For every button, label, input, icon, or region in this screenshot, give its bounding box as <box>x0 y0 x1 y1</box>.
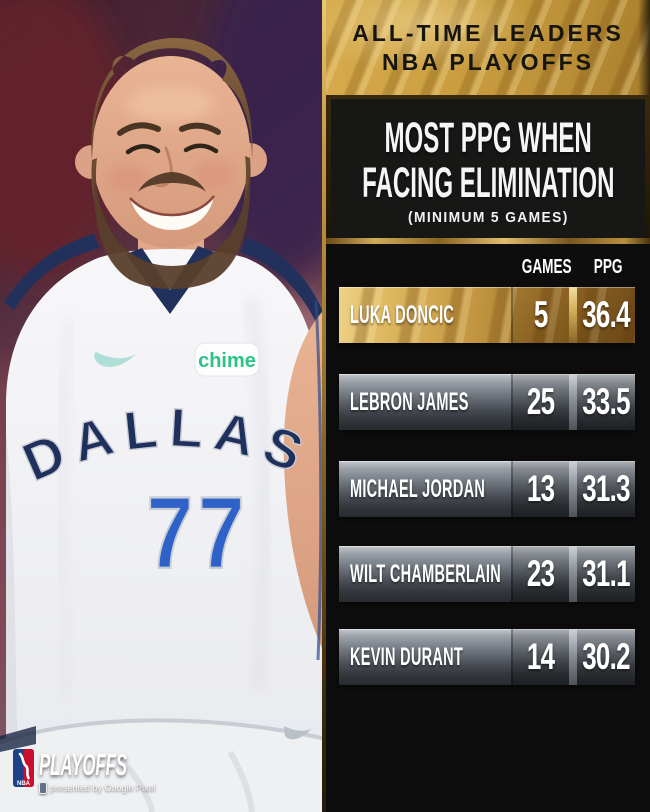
cell-separator <box>569 287 577 343</box>
eye-left <box>125 144 161 155</box>
title-qualifier: (MINIMUM 5 GAMES) <box>407 208 569 226</box>
column-header-ppg: PPG <box>593 256 623 278</box>
header-gold-band: ALL-TIME LEADERS NBA PLAYOFFS <box>326 0 650 95</box>
cell-separator <box>569 629 577 685</box>
jersey-number: 77 <box>147 476 250 590</box>
header-line-2: NBA PLAYOFFS <box>382 48 594 75</box>
header-line-1: ALL-TIME LEADERS <box>352 19 624 46</box>
gold-divider <box>326 238 650 244</box>
jersey-armhole-trim-left <box>4 234 100 310</box>
cell-separator <box>569 546 577 602</box>
teeth <box>130 196 214 230</box>
presented-by-text: presented by Google Pixel <box>50 783 156 793</box>
beard <box>93 166 251 289</box>
player-name-cell: LEBRON JAMES <box>350 387 469 416</box>
table-row-luka-doncic: LUKA DONCIC 5 36.4 <box>339 287 635 343</box>
jersey-piping <box>314 299 322 661</box>
eyebrow-left <box>117 122 161 136</box>
player-name-cell: MICHAEL JORDAN <box>350 474 486 503</box>
shorts-swoosh <box>284 726 312 740</box>
player-photo: chime DALLAS 77 <box>0 0 322 812</box>
title-line-1: MOST PPG WHEN <box>384 113 592 162</box>
column-header-games: GAMES <box>521 256 572 278</box>
cheek <box>108 164 148 192</box>
cell-separator <box>569 461 577 517</box>
swoosh-logo <box>94 352 136 367</box>
games-cell: 23 <box>511 546 569 602</box>
player-photo-illustration: chime DALLAS 77 <box>0 0 322 812</box>
table-row-lebron-james: LEBRON JAMES 25 33.5 <box>339 374 635 430</box>
eye-right <box>183 143 219 154</box>
sponsor-wordmark: chime <box>198 350 256 372</box>
games-cell: 25 <box>511 374 569 430</box>
games-cell: 14 <box>511 629 569 685</box>
player-name-cell: KEVIN DURANT <box>350 642 464 671</box>
mustache <box>138 172 206 192</box>
title-line-2: FACING ELIMINATION <box>361 158 615 207</box>
player-name-cell: LUKA DONCIC <box>350 300 455 329</box>
forehead-shine <box>126 86 214 122</box>
shorts-fold <box>227 750 255 812</box>
presented-by-row: presented by Google Pixel <box>39 782 202 794</box>
ppg-cell: 36.4 <box>577 287 635 343</box>
games-cell: 13 <box>511 461 569 517</box>
ppg-cell: 31.3 <box>577 461 635 517</box>
jersey-hem-shadow <box>0 726 36 752</box>
player-name-cell: WILT CHAMBERLAIN <box>350 559 501 588</box>
ppg-cell: 33.5 <box>577 374 635 430</box>
nba-logo-silhouette <box>18 752 30 780</box>
cell-separator <box>569 374 577 430</box>
cheek <box>194 160 234 188</box>
nba-logo: NBA <box>13 749 34 787</box>
stats-panel: ALL-TIME LEADERS NBA PLAYOFFS MOST PPG W… <box>326 0 650 812</box>
gold-frame-edge <box>322 0 326 812</box>
table-row-wilt-chamberlain: WILT CHAMBERLAIN 23 31.1 <box>339 546 635 602</box>
leaderboard-table: GAMES PPG LUKA DONCIC 5 36.4 LEBRON JAME… <box>326 244 650 812</box>
smile-line <box>129 195 215 217</box>
jersey-armhole-trim-right <box>240 238 322 336</box>
pixel-phone-icon <box>39 782 47 794</box>
nba-logo-wordmark: NBA <box>17 781 31 787</box>
jersey-torso <box>6 249 322 812</box>
shorts-fold <box>117 755 155 812</box>
table-row-kevin-durant: KEVIN DURANT 14 30.2 <box>339 629 635 685</box>
games-cell: 5 <box>511 287 569 343</box>
title-box: MOST PPG WHEN FACING ELIMINATION (MINIMU… <box>331 99 645 240</box>
footer-text: PLAYOFFS presented by Google Pixel <box>39 749 202 794</box>
eyebrow-right <box>179 122 221 135</box>
playoffs-wordmark: PLAYOFFS <box>39 747 128 782</box>
jersey-shadow <box>6 430 20 812</box>
jersey-fold <box>57 319 75 701</box>
sideburn-right <box>242 156 251 216</box>
footer-brand-lockup: NBA PLAYOFFS presented by Google Pixel <box>13 749 202 794</box>
player-arm <box>283 312 322 648</box>
nba-logo-red-half <box>23 749 34 787</box>
ppg-cell: 30.2 <box>577 629 635 685</box>
shorts <box>0 720 322 812</box>
player-head <box>75 37 267 289</box>
sponsor-patch <box>194 342 260 377</box>
ppg-cell: 31.1 <box>577 546 635 602</box>
table-row-michael-jordan: MICHAEL JORDAN 13 31.3 <box>339 461 635 517</box>
